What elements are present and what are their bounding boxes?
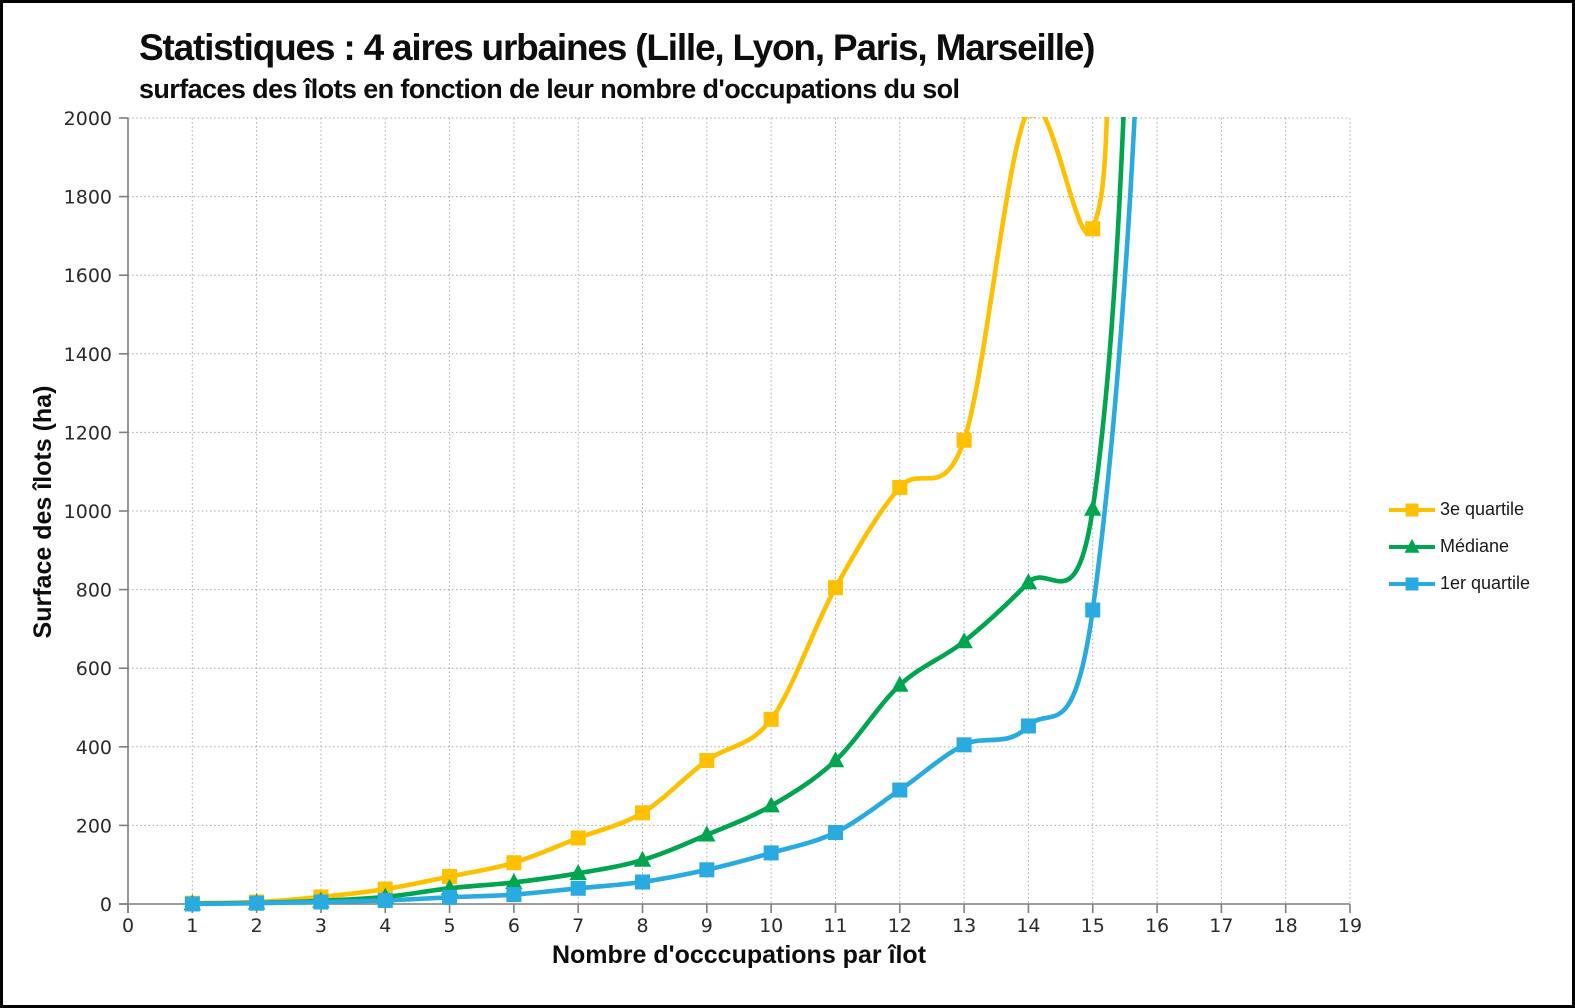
data-point-marker [1405,503,1419,516]
y-axis-title: Surface des îlots (ha) [29,385,57,639]
data-point-marker [892,782,908,798]
axes [119,117,1351,913]
data-point-marker [569,864,587,880]
chart-subtitle: surfaces des îlots en fonction de leur n… [139,74,960,104]
x-tick-label: 12 [888,915,912,937]
data-point-marker [699,753,715,769]
x-tick-label: 16 [1145,915,1169,937]
data-point-marker [1020,718,1036,734]
legend-marker-square-icon [1389,503,1435,516]
series-médiane [183,117,1126,911]
data-point-marker [635,874,651,890]
x-tick-label: 10 [759,915,783,937]
data-point-marker [698,825,716,842]
y-tick-label: 1600 [64,265,112,287]
x-tick-label: 6 [508,915,520,937]
y-tick-label: 1200 [64,422,112,444]
data-point-marker [892,479,908,495]
series-1er-quartile [184,117,1137,912]
data-point-marker [956,432,972,448]
data-point-marker [699,862,715,878]
data-point-marker [763,711,779,727]
legend-marker-triangle-icon [1389,538,1435,553]
data-point-marker [1020,117,1036,118]
x-tick-label: 8 [636,915,648,937]
data-point-marker [570,830,586,846]
x-tick-label: 2 [251,915,263,937]
data-point-marker [377,892,393,908]
series-line [190,117,1126,906]
x-tick-label: 4 [379,915,391,937]
y-tick-label: 1400 [64,344,112,366]
data-point-marker [1085,221,1101,237]
y-tick-label: 1000 [64,501,112,523]
series-line [190,117,1110,906]
y-tick-label: 0 [100,894,112,916]
data-point-marker [184,896,200,912]
series-3e-quartile [184,117,1110,911]
x-tick-label: 19 [1338,915,1362,937]
x-tick-label: 14 [1016,915,1040,937]
data-point-marker [505,873,523,890]
data-point-marker [1404,538,1420,553]
x-tick-label: 18 [1274,915,1298,937]
y-tick-label: 2000 [64,108,112,130]
x-tick-label: 3 [315,915,327,937]
x-tick-label: 15 [1081,915,1105,937]
legend-label: 3e quartile [1440,499,1525,519]
data-point-marker [633,850,652,867]
data-point-marker [955,632,973,649]
legend-label: 1er quartile [1440,573,1531,593]
y-tick-label: 1800 [64,187,112,209]
x-tick-label: 9 [701,915,713,937]
y-tick-label: 200 [76,815,112,837]
x-tick-label: 5 [444,915,456,937]
data-point-marker [763,845,779,861]
x-tick-labels: 0 1 2 3 4 5 6 7 8 9 10 11 12 13 14 15 16 17 18 19 [122,915,1362,937]
legend-item: Médiane [1388,533,1530,560]
data-point-marker [442,889,458,905]
data-point-marker [1405,577,1419,590]
legend-marker-square-icon [1389,577,1435,590]
y-tick-label: 600 [76,658,112,680]
data-point-marker [506,855,522,871]
data-point-marker [827,580,843,596]
data-point-marker [1019,573,1038,590]
x-tick-label: 17 [1209,915,1233,937]
data-point-marker [826,751,845,768]
series-curves [183,117,1137,912]
x-tick-label: 1 [186,915,198,937]
series-line [190,117,1137,907]
data-point-marker [827,824,843,840]
x-tick-label: 0 [122,915,134,937]
gridlines [128,117,1351,904]
data-point-marker [313,894,329,910]
legend: 3e quartile Médiane 1er quartile [1388,496,1530,597]
data-point-marker [956,737,972,753]
data-point-marker [249,895,265,911]
data-point-marker [635,805,651,821]
legend-label: Médiane [1440,536,1510,556]
x-tick-label: 7 [572,915,584,937]
y-tick-label: 800 [76,580,112,602]
data-point-marker [891,675,909,692]
data-point-marker [762,796,780,813]
y-tick-label: 400 [76,737,112,759]
x-tick-label: 13 [952,915,976,937]
y-tick-labels: 0 200 400 600 800 1000 1200 1400 1600 1800 2000 [64,108,112,916]
legend-item: 3e quartile [1388,496,1530,523]
x-tick-label: 11 [823,915,847,937]
data-point-marker [442,868,458,884]
data-point-marker [570,880,586,896]
x-axis-title: Nombre d'occcupations par îlot [551,941,927,969]
chart-title: Statistiques : 4 aires urbaines (Lille, … [139,27,1095,68]
legend-item: 1er quartile [1388,570,1530,597]
data-point-marker [506,887,522,903]
data-point-marker [1085,602,1101,618]
data-point-marker [1084,499,1102,516]
